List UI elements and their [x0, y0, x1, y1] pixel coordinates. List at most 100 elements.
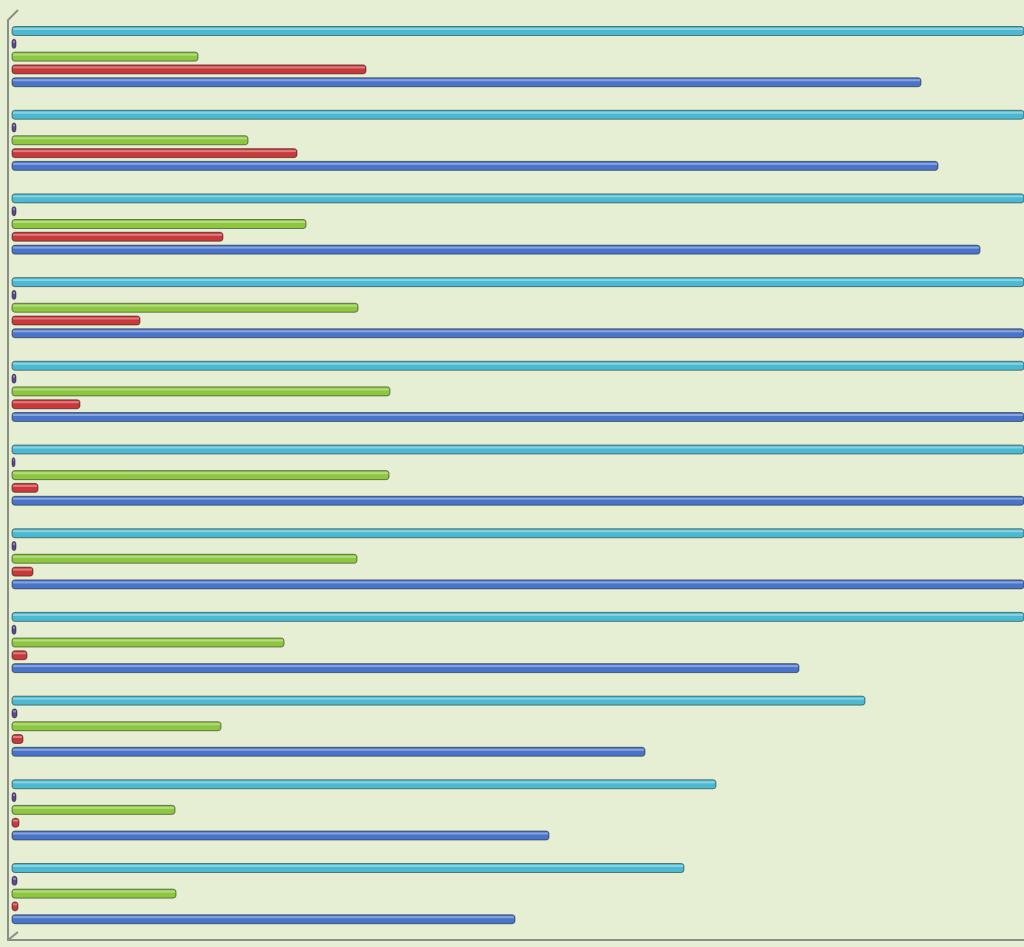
bar-highlight [13, 401, 79, 404]
bar [11, 528, 1024, 539]
bar-highlight [13, 736, 22, 738]
bar [11, 399, 81, 410]
bar [11, 830, 550, 841]
bar [11, 122, 17, 133]
bar-highlight [13, 568, 32, 571]
bar-highlight [13, 195, 1023, 198]
bar [11, 875, 18, 886]
bar [11, 315, 141, 326]
bar [11, 721, 222, 732]
bar [11, 457, 16, 468]
bar [11, 26, 1024, 36]
bar [11, 495, 1024, 506]
bar-highlight [13, 890, 175, 893]
bar-highlight [13, 66, 365, 69]
bar [11, 553, 358, 564]
bar [11, 193, 1024, 204]
bar [11, 412, 1024, 422]
bar-highlight [13, 697, 864, 700]
bar-highlight [13, 79, 920, 82]
bar [11, 244, 981, 255]
bar-highlight [13, 53, 197, 56]
bar-highlight [13, 555, 356, 558]
bar-highlight [13, 665, 798, 668]
bar-highlight [13, 291, 15, 294]
bar-highlight [13, 221, 305, 223]
bar-highlight [13, 543, 15, 545]
bar [11, 734, 24, 744]
bar-highlight [13, 865, 683, 867]
bar-highlight [13, 639, 283, 642]
bar-highlight [13, 40, 15, 43]
bar-highlight [13, 530, 1023, 533]
bar [11, 817, 20, 828]
bar [11, 38, 17, 49]
bar [11, 901, 19, 912]
bar [11, 611, 1024, 622]
bar-highlight [13, 28, 1023, 30]
bar [11, 77, 922, 88]
bar [11, 863, 685, 873]
bar-highlight [13, 710, 16, 713]
bar [11, 914, 516, 925]
bar-highlight [13, 781, 715, 784]
axis-frame [7, 9, 1024, 941]
bar-highlight [13, 124, 15, 127]
bar [11, 302, 359, 313]
bar [11, 386, 391, 397]
bar-highlight [13, 652, 26, 655]
bar [11, 695, 866, 706]
bar-highlight [13, 446, 1023, 449]
bar-highlight [13, 806, 174, 809]
bar-highlight [13, 208, 15, 211]
bar-highlight [13, 794, 15, 797]
bar [11, 289, 17, 300]
bar-highlight [13, 819, 18, 822]
bar-highlight [13, 246, 979, 249]
bar [11, 482, 39, 493]
bar-highlight [13, 748, 644, 751]
bar [11, 566, 34, 577]
bar-highlight [13, 304, 357, 307]
bar [11, 470, 390, 481]
bar [11, 231, 224, 242]
bar [11, 109, 1024, 120]
bar-highlight [13, 723, 220, 726]
bar [11, 650, 28, 661]
bar-highlight [13, 317, 139, 320]
bar [11, 360, 1024, 371]
bar-highlight [13, 362, 1023, 365]
bar-highlight [13, 877, 16, 880]
bar-highlight [13, 903, 17, 906]
axis-floor [7, 931, 19, 941]
bar [11, 135, 249, 146]
bar [11, 637, 285, 648]
bar-highlight [13, 484, 37, 487]
bar [11, 219, 307, 229]
bar-highlight [13, 581, 1023, 584]
bar [11, 373, 17, 384]
bar-highlight [13, 916, 514, 919]
bar [11, 792, 17, 803]
bar-highlight [13, 330, 1023, 333]
bar [11, 579, 1024, 590]
bar [11, 624, 17, 635]
bar [11, 779, 717, 790]
bar-highlight [13, 279, 1023, 282]
bar [11, 64, 367, 75]
bar-highlight [13, 233, 222, 236]
bar-highlight [13, 613, 1023, 616]
bar [11, 148, 298, 159]
bar [11, 708, 18, 719]
bar-highlight [13, 497, 1023, 500]
bar [11, 746, 646, 757]
bar-highlight [13, 459, 14, 462]
bar [11, 206, 17, 217]
bar [11, 277, 1024, 288]
bar-highlight [13, 626, 15, 629]
bar [11, 444, 1024, 455]
bar-highlight [13, 150, 296, 153]
bar [11, 804, 176, 815]
bar-highlight [13, 414, 1023, 416]
